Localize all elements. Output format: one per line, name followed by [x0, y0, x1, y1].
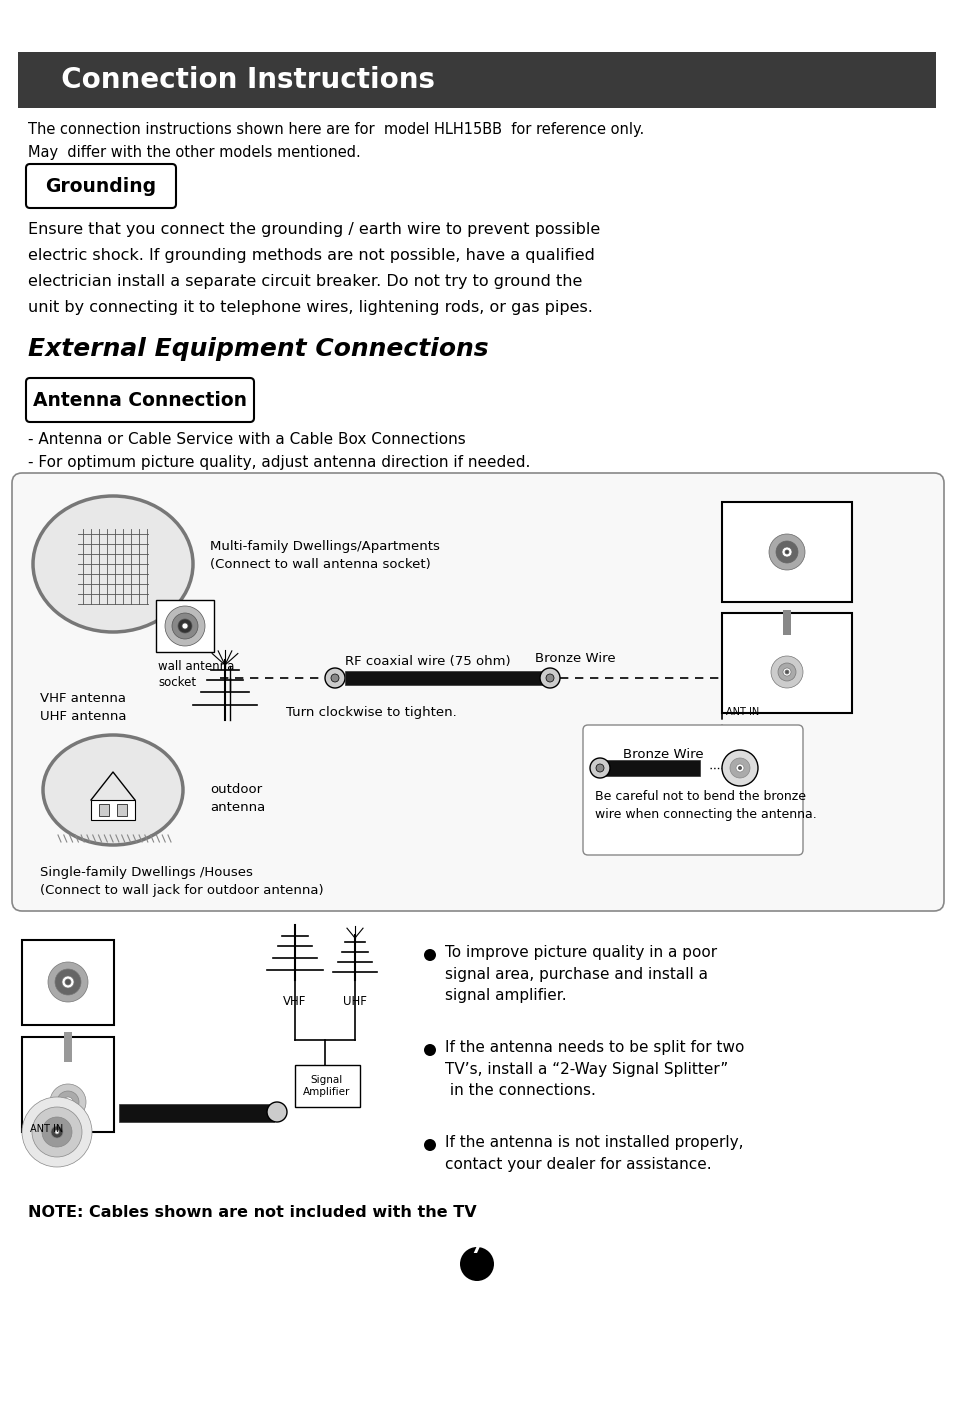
Bar — [119, 1104, 274, 1122]
Text: External Equipment Connections: External Equipment Connections — [28, 338, 488, 361]
Text: 7: 7 — [470, 1238, 483, 1257]
Circle shape — [423, 1139, 436, 1152]
Text: VHF antenna
UHF antenna: VHF antenna UHF antenna — [40, 692, 127, 723]
Circle shape — [721, 750, 758, 786]
Bar — [22, 940, 113, 1026]
Circle shape — [172, 614, 198, 639]
Bar — [599, 759, 700, 776]
Circle shape — [770, 656, 802, 688]
Text: electric shock. If grounding methods are not possible, have a qualified: electric shock. If grounding methods are… — [28, 248, 595, 263]
Circle shape — [42, 1117, 71, 1147]
Text: RF coaxial wire (75 ohm): RF coaxial wire (75 ohm) — [345, 656, 510, 668]
Text: To improve picture quality in a poor
signal area, purchase and install a
signal : To improve picture quality in a poor sig… — [444, 946, 717, 1003]
Text: Connection Instructions: Connection Instructions — [42, 66, 435, 94]
Text: ANT IN: ANT IN — [30, 1124, 63, 1133]
FancyBboxPatch shape — [12, 474, 943, 911]
Bar — [117, 804, 127, 815]
Text: Single-family Dwellings /Houses
(Connect to wall jack for outdoor antenna): Single-family Dwellings /Houses (Connect… — [40, 866, 323, 897]
FancyBboxPatch shape — [582, 724, 802, 855]
Circle shape — [22, 1097, 91, 1167]
Text: Bronze Wire: Bronze Wire — [622, 748, 703, 761]
Circle shape — [545, 674, 554, 682]
Circle shape — [51, 1126, 63, 1138]
Circle shape — [459, 1247, 494, 1281]
Circle shape — [735, 764, 743, 772]
Text: If the antenna is not installed properly,
contact your dealer for assistance.: If the antenna is not installed properly… — [444, 1135, 742, 1171]
Bar — [156, 600, 213, 651]
Text: The connection instructions shown here are for  model HLH15BB  for reference onl: The connection instructions shown here a… — [28, 122, 643, 137]
Text: - For optimum picture quality, adjust antenna direction if needed.: - For optimum picture quality, adjust an… — [28, 455, 530, 469]
Text: outdoor
antenna: outdoor antenna — [210, 783, 265, 814]
Text: ANT IN: ANT IN — [725, 708, 759, 717]
Text: Be careful not to bend the bronze
wire when connecting the antenna.: Be careful not to bend the bronze wire w… — [595, 790, 816, 821]
Bar — [22, 1037, 113, 1132]
Circle shape — [65, 979, 71, 985]
Circle shape — [738, 766, 741, 771]
Text: Multi-family Dwellings/Apartments
(Connect to wall antenna socket): Multi-family Dwellings/Apartments (Conne… — [210, 539, 439, 572]
Circle shape — [784, 551, 788, 553]
Bar — [18, 52, 935, 108]
Circle shape — [729, 758, 749, 778]
Circle shape — [62, 976, 74, 988]
Circle shape — [182, 623, 188, 629]
FancyBboxPatch shape — [26, 378, 253, 422]
Circle shape — [63, 1097, 73, 1107]
Circle shape — [165, 607, 205, 646]
Bar — [294, 1065, 359, 1107]
Circle shape — [539, 668, 559, 688]
Bar — [64, 1033, 71, 1062]
FancyBboxPatch shape — [26, 164, 175, 207]
Text: Bronze Wire: Bronze Wire — [535, 651, 615, 665]
Text: wall antenna
socket: wall antenna socket — [158, 660, 234, 689]
Text: May  differ with the other models mentioned.: May differ with the other models mention… — [28, 144, 360, 160]
Circle shape — [50, 1084, 86, 1119]
Text: Turn clockwise to tighten.: Turn clockwise to tighten. — [286, 706, 456, 719]
Circle shape — [178, 619, 192, 633]
Bar — [99, 804, 109, 815]
Circle shape — [782, 668, 790, 677]
Circle shape — [48, 962, 88, 1002]
Circle shape — [596, 764, 603, 772]
Ellipse shape — [33, 496, 193, 632]
Text: unit by connecting it to telephone wires, lightening rods, or gas pipes.: unit by connecting it to telephone wires… — [28, 300, 592, 315]
Circle shape — [331, 674, 338, 682]
Text: Grounding: Grounding — [46, 177, 156, 196]
Circle shape — [32, 1107, 82, 1157]
Text: NOTE: Cables shown are not included with the TV: NOTE: Cables shown are not included with… — [28, 1205, 476, 1220]
Circle shape — [325, 668, 345, 688]
Circle shape — [55, 1131, 59, 1133]
Bar — [91, 800, 135, 820]
Circle shape — [784, 670, 788, 674]
Bar — [721, 614, 851, 713]
Text: If the antenna needs to be split for two
TV’s, install a “2-Way Signal Splitter”: If the antenna needs to be split for two… — [444, 1040, 743, 1098]
Text: UHF: UHF — [343, 995, 367, 1007]
Text: - Antenna or Cable Service with a Cable Box Connections: - Antenna or Cable Service with a Cable … — [28, 432, 465, 447]
Circle shape — [57, 1091, 79, 1112]
Circle shape — [423, 1044, 436, 1056]
Ellipse shape — [43, 736, 183, 845]
Bar — [782, 609, 790, 635]
Circle shape — [589, 758, 609, 778]
Circle shape — [768, 534, 804, 570]
Circle shape — [778, 663, 795, 681]
Circle shape — [267, 1103, 287, 1122]
Text: Signal
Amplifier: Signal Amplifier — [303, 1075, 351, 1097]
Circle shape — [55, 969, 81, 995]
Circle shape — [66, 1100, 70, 1104]
Circle shape — [781, 546, 791, 558]
Bar — [345, 671, 544, 685]
Text: Ensure that you connect the grounding / earth wire to prevent possible: Ensure that you connect the grounding / … — [28, 221, 599, 237]
Text: VHF: VHF — [283, 995, 306, 1007]
Circle shape — [423, 948, 436, 961]
Circle shape — [775, 541, 797, 563]
Bar — [721, 502, 851, 602]
Text: electrician install a separate circuit breaker. Do not try to ground the: electrician install a separate circuit b… — [28, 275, 581, 289]
Text: Antenna Connection: Antenna Connection — [33, 391, 247, 409]
